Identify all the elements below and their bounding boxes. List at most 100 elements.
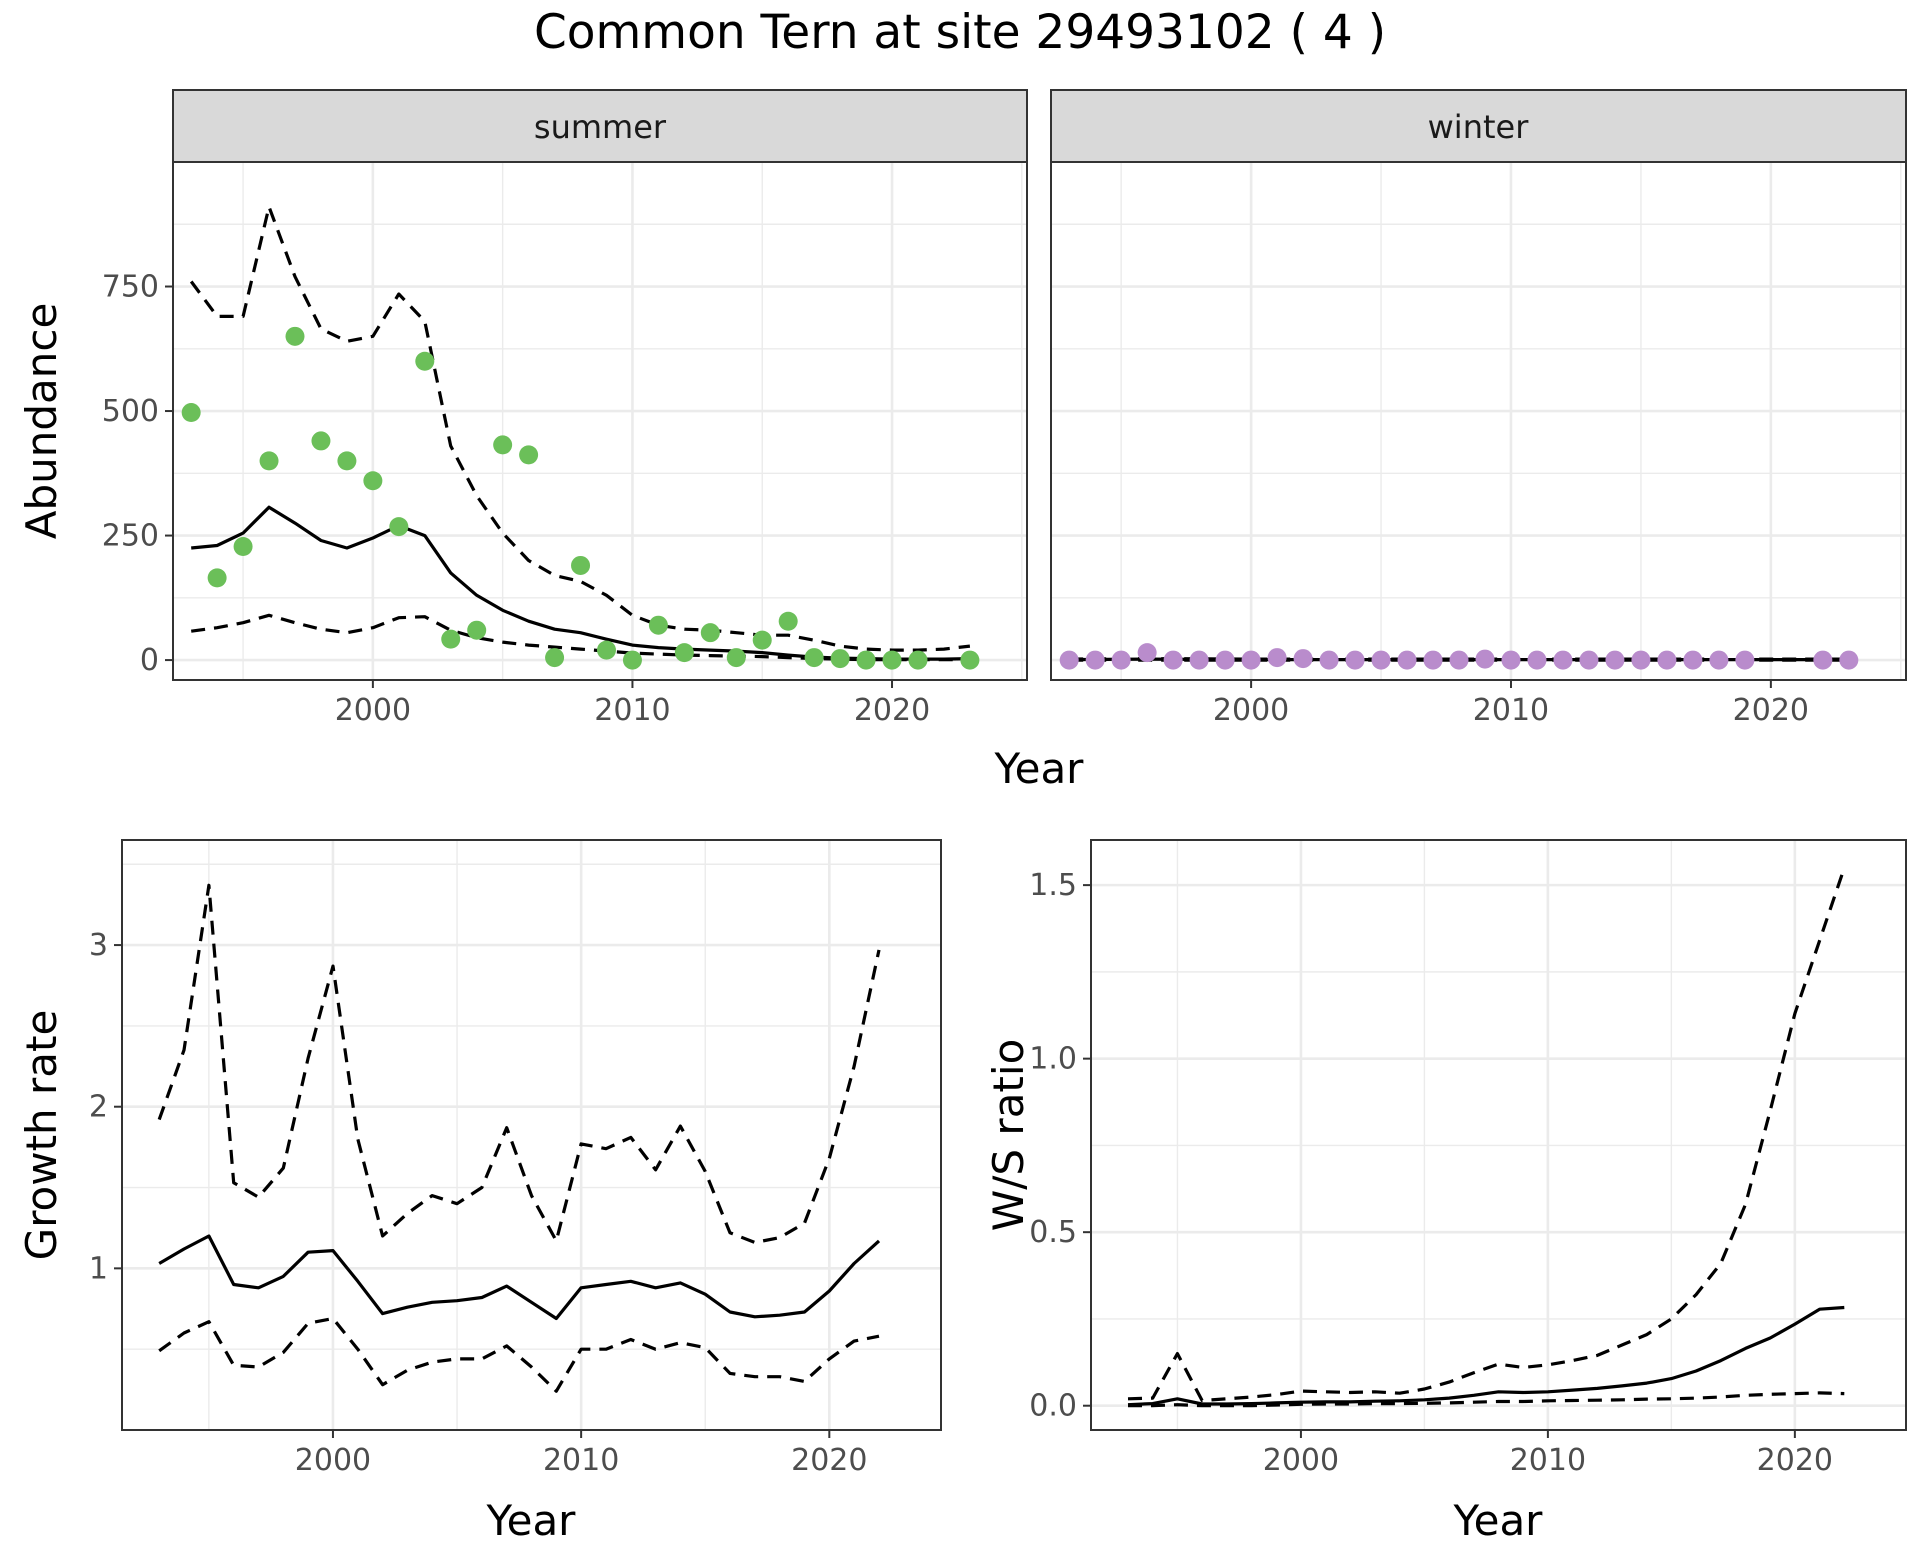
grid-ws-ratio [1091, 840, 1906, 1430]
data-point-summer [415, 351, 435, 371]
data-point-winter [1605, 650, 1625, 670]
y-tick-label: 1.0 [1029, 1042, 1077, 1077]
data-point-winter [1085, 650, 1105, 670]
data-point-winter [1423, 650, 1443, 670]
data-point-summer [389, 517, 409, 537]
x-tick-label: 2000 [1263, 1443, 1339, 1478]
grid-summer [173, 162, 1027, 680]
y-axis-title-ws-ratio: W/S ratio [984, 1039, 1033, 1232]
data-point-summer [908, 650, 928, 670]
data-point-summer [830, 649, 850, 669]
data-point-winter [1579, 650, 1599, 670]
x-axis-title-growth: Year [486, 1496, 577, 1545]
data-point-summer [726, 648, 746, 668]
ticks-winter: 2000 2010 2020 [1213, 680, 1809, 728]
y-tick-label: 0.5 [1029, 1215, 1077, 1250]
panel-winter: winter 2000 2010 2020 [1050, 89, 1907, 728]
panel-border-ws-ratio [1090, 839, 1907, 1431]
data-point-winter [1371, 650, 1391, 670]
x-axis-title-ws-ratio: Year [1453, 1496, 1544, 1545]
data-point-summer [441, 629, 461, 649]
data-point-summer [700, 623, 720, 643]
data-point-summer [363, 471, 383, 491]
data-point-winter [1735, 650, 1755, 670]
data-point-winter [1215, 650, 1235, 670]
x-tick-label: 2020 [854, 693, 930, 728]
panel-summer: summer 2000 2010 2020 0 250 500 750 Abundance [17, 89, 1028, 728]
y-tick-label: 750 [102, 270, 159, 305]
panel-growth: 2000 2010 2020 1 2 3 Growth rate Year [17, 839, 942, 1545]
lower-ci-line-summer [190, 613, 970, 662]
grid-growth [122, 840, 941, 1430]
estimate-line-ws-ratio [1127, 1305, 1845, 1407]
data-point-winter [1449, 650, 1469, 670]
ticks-summer: 2000 2010 2020 0 250 500 750 [102, 270, 930, 728]
data-point-summer [882, 650, 902, 670]
ticks-ws-ratio: 2000 2010 2020 0.0 0.5 1.0 1.5 [1029, 868, 1833, 1478]
data-point-winter [1631, 650, 1651, 670]
lower-ci-line-ws-ratio [1128, 1391, 1845, 1408]
y-tick-label: 1 [89, 1251, 108, 1286]
data-point-summer [648, 615, 668, 635]
data-point-winter [1319, 650, 1339, 670]
panel-border-winter [1050, 161, 1907, 681]
data-point-winter [1527, 650, 1547, 670]
x-tick-label: 2010 [594, 693, 670, 728]
data-point-winter [1267, 648, 1287, 668]
y-tick-label: 500 [102, 394, 159, 429]
data-point-summer [467, 620, 487, 640]
series-summer [181, 205, 980, 670]
data-point-winter [1657, 650, 1677, 670]
data-point-winter [1813, 650, 1833, 670]
data-point-summer [571, 555, 591, 575]
data-point-summer [259, 451, 279, 471]
data-point-summer [493, 435, 513, 455]
series-growth [157, 883, 881, 1393]
panel-ws-ratio: 2000 2010 2020 0.0 0.5 1.0 1.5 W/S ratio Year [984, 839, 1907, 1545]
data-point-summer [233, 537, 253, 557]
data-point-winter [1397, 650, 1417, 670]
y-tick-label: 0 [140, 643, 159, 678]
data-point-summer [519, 445, 539, 465]
x-tick-label: 2000 [335, 693, 411, 728]
data-point-winter [1111, 650, 1131, 670]
data-point-winter [1683, 650, 1703, 670]
upper-ci-line-ws-ratio [1127, 867, 1846, 1403]
x-tick-label: 2000 [295, 1443, 371, 1478]
estimate-line-growth [158, 1234, 881, 1321]
strip-summer [172, 89, 1028, 163]
x-tick-label: 2010 [1510, 1443, 1586, 1478]
y-tick-label: 250 [102, 519, 159, 554]
x-tick-label: 2010 [543, 1443, 619, 1478]
lower-ci-line-growth [158, 1316, 880, 1393]
strip-winter [1050, 89, 1907, 163]
data-point-winter [1345, 650, 1365, 670]
data-point-summer [622, 650, 642, 670]
y-tick-label: 3 [89, 928, 108, 963]
x-tick-label: 2000 [1213, 693, 1289, 728]
x-tick-label: 2020 [1757, 1443, 1833, 1478]
y-tick-label: 1.5 [1029, 868, 1077, 903]
strip-label-winter: winter [1428, 108, 1530, 146]
data-point-winter [1839, 650, 1859, 670]
y-tick-label: 2 [89, 1090, 108, 1125]
data-point-winter [1475, 649, 1495, 669]
panel-border-growth [121, 839, 942, 1431]
upper-ci-line-growth [157, 883, 881, 1245]
strip-label-summer: summer [534, 108, 667, 146]
data-point-summer [778, 611, 798, 631]
data-point-summer [596, 640, 616, 660]
data-point-winter [1501, 650, 1521, 670]
x-axis-title-top: Year [994, 744, 1085, 793]
data-point-winter [1137, 643, 1157, 663]
data-point-summer [181, 403, 201, 423]
series-ws-ratio [1127, 867, 1846, 1408]
data-point-summer [337, 451, 357, 471]
data-point-summer [856, 650, 876, 670]
y-axis-title-growth: Growth rate [17, 1010, 66, 1261]
data-point-winter [1241, 650, 1261, 670]
data-point-summer [285, 326, 305, 346]
estimate-line-summer [191, 505, 970, 661]
data-point-winter [1163, 650, 1183, 670]
data-point-summer [311, 431, 331, 451]
